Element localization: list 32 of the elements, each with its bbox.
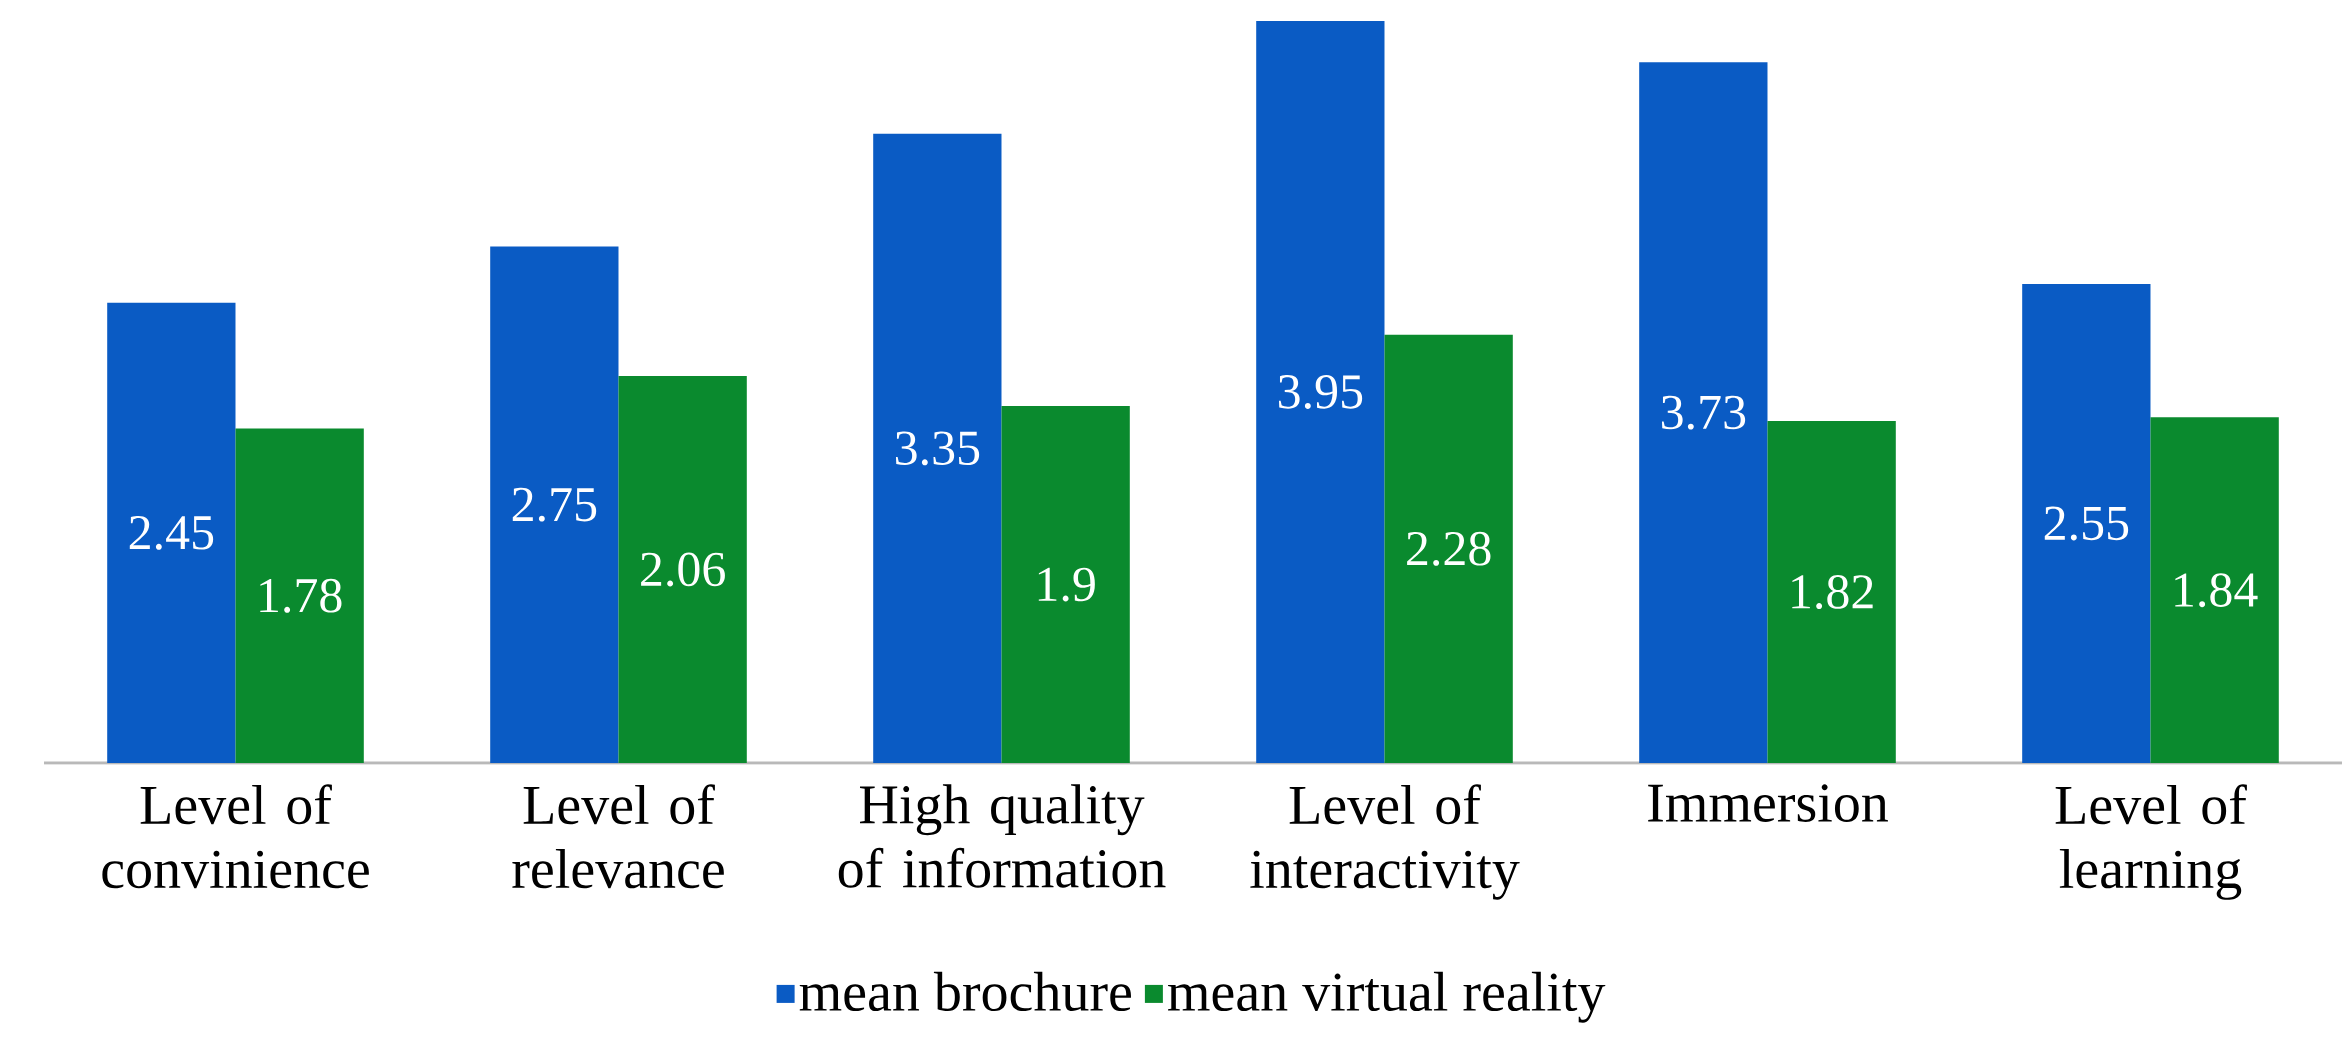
bar bbox=[2022, 283, 2151, 763]
x-tick-label: Immersion bbox=[1648, 784, 1888, 822]
data-label: 3.35 bbox=[895, 431, 980, 466]
x-tick-label: Level of learning bbox=[2055, 784, 2247, 900]
x-tick-label: Level of interactivity bbox=[1250, 784, 1520, 900]
bar bbox=[1001, 406, 1130, 763]
bar bbox=[618, 376, 747, 763]
bar bbox=[1639, 62, 1768, 763]
data-label: 1.84 bbox=[2175, 573, 2258, 608]
bar bbox=[235, 428, 364, 763]
data-label: 2.45 bbox=[129, 515, 214, 550]
bar bbox=[2150, 417, 2279, 763]
legend-label: mean brochure bbox=[799, 971, 1131, 1012]
bar bbox=[1384, 334, 1513, 763]
data-label: 2.28 bbox=[1407, 531, 1491, 566]
data-label: 1.82 bbox=[1792, 575, 1873, 610]
legend-label: mean virtual reality bbox=[1168, 971, 1606, 1023]
data-label: 2.06 bbox=[641, 552, 725, 587]
x-tick-label: High quality of information bbox=[838, 784, 1166, 888]
data-label: 2.75 bbox=[512, 487, 597, 522]
data-label: 2.55 bbox=[2044, 506, 2129, 541]
data-label: 3.95 bbox=[1278, 375, 1363, 409]
x-tick-label: Level of relevance bbox=[512, 784, 724, 889]
bar bbox=[1767, 421, 1896, 763]
x-tick-label: Level of convinience bbox=[102, 784, 369, 889]
bar bbox=[1256, 20, 1385, 763]
bar bbox=[873, 133, 1002, 763]
data-label: 1.9 bbox=[1038, 567, 1095, 602]
data-label: 3.73 bbox=[1661, 395, 1746, 430]
data-label: 1.78 bbox=[260, 578, 342, 613]
bar bbox=[490, 246, 619, 763]
bar bbox=[107, 302, 236, 763]
